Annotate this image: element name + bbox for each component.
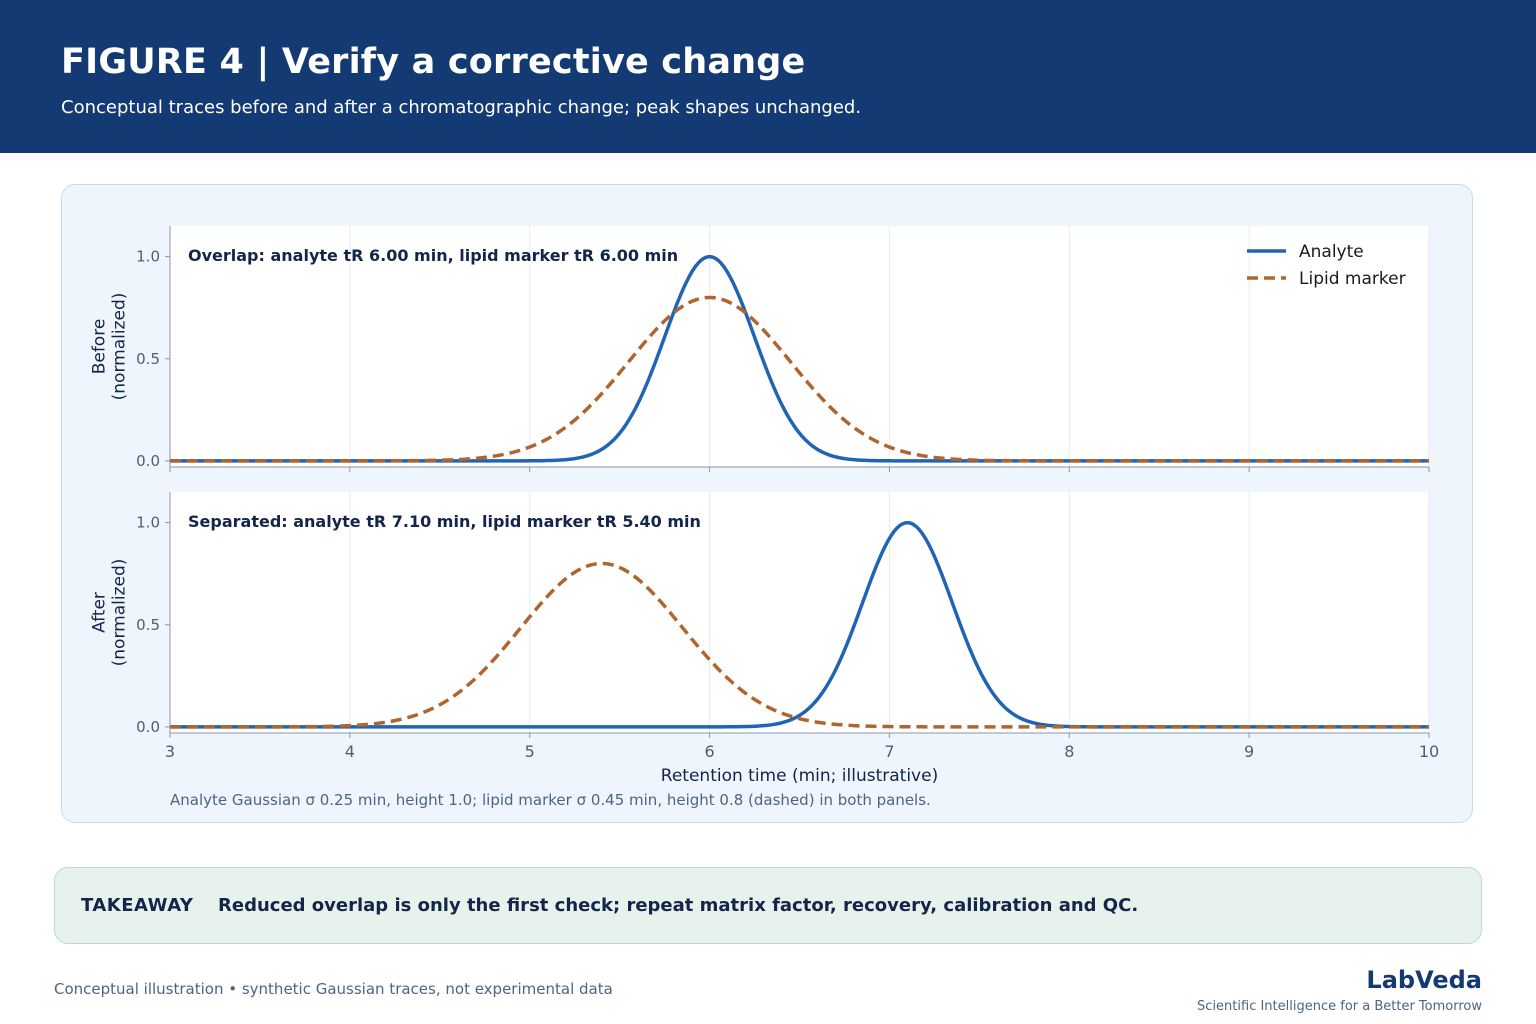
x-axis-label: Retention time (min; illustrative) [661, 766, 938, 786]
panel-before-annotation: Overlap: analyte tR 6.00 min, lipid mark… [188, 246, 678, 265]
footer-note: Conceptual illustration • synthetic Gaus… [54, 980, 613, 998]
panel-after-x-tick-label: 8 [1064, 742, 1074, 761]
panel-before-y-tick-label: 1.0 [136, 248, 160, 266]
panel-after-series-analyte [170, 520, 1429, 729]
figure-subtitle: Conceptual traces before and after a chr… [61, 97, 862, 118]
panel-after-x-tick-label: 10 [1419, 742, 1439, 761]
panel-after-y-tick-label: 0.0 [136, 718, 160, 736]
brand-tagline: Scientific Intelligence for a Better Tom… [1197, 999, 1482, 1014]
chart-caption: Analyte Gaussian σ 0.25 min, height 1.0;… [170, 791, 931, 809]
panel-before-plot-area [170, 226, 1429, 467]
figure-header: FIGURE 4 | Verify a corrective change Co… [0, 0, 1536, 153]
panel-before-y-tick-label: 0.5 [136, 350, 160, 368]
panel-before-y-axis-label: Before(normalized) [89, 293, 129, 401]
takeaway-label: TAKEAWAY [81, 895, 194, 916]
panel-after-x-tick-label: 5 [525, 742, 535, 761]
panel-after-x-tick-label: 7 [884, 742, 894, 761]
panel-after-x-tick-label: 6 [704, 742, 714, 761]
panel-after-x-tick-label: 3 [165, 742, 175, 761]
panel-after-series-lipid-marker [170, 561, 1429, 729]
chart-panel: 0.0 0.5 1.0 Before(normalized) Overlap: anal… [61, 184, 1473, 823]
takeaway-text: Reduced overlap is only the first check;… [218, 895, 1139, 916]
panel-after-annotation: Separated: analyte tR 7.10 min, lipid ma… [188, 512, 701, 531]
takeaway-box: TAKEAWAY Reduced overlap is only the fir… [54, 867, 1482, 944]
legend-label: Lipid marker [1299, 269, 1406, 289]
brand-logo: LabVeda [1366, 966, 1482, 994]
panel-after-x-tick-label: 9 [1244, 742, 1254, 761]
panel-after-y-tick-label: 0.5 [136, 616, 160, 634]
panel-after-x-tick-label: 4 [345, 742, 355, 761]
panel-after-y-axis-label: After(normalized) [89, 559, 129, 667]
panel-after-y-tick-label: 1.0 [136, 514, 160, 532]
figure-title: FIGURE 4 | Verify a corrective change [61, 42, 806, 82]
panel-after-plot-area [170, 492, 1429, 733]
legend-label: Analyte [1299, 242, 1364, 262]
panel-before-series-lipid-marker [170, 295, 1429, 463]
panel-before-y-tick-label: 0.0 [136, 452, 160, 470]
chart-svg: 0.0 0.5 1.0 Before(normalized) Overlap: anal… [89, 226, 1439, 809]
